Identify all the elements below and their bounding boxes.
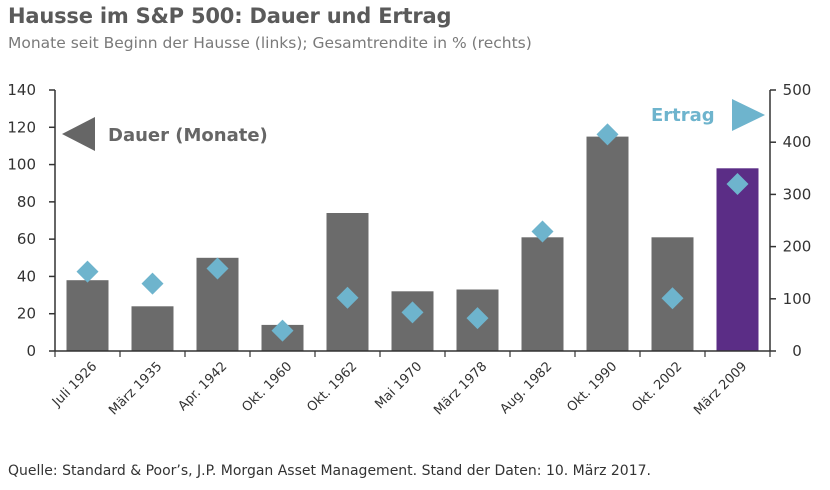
marker-1 <box>76 260 99 283</box>
marker-8 <box>531 220 554 243</box>
category-label-7: März 1978 <box>431 359 490 418</box>
category-label-2: März 1935 <box>106 359 165 418</box>
annotation-ertrag: Ertrag <box>651 105 715 126</box>
category-label-4: Okt. 1960 <box>239 359 295 415</box>
right-tick-label: 100 <box>783 290 812 308</box>
category-label-9: Okt. 1990 <box>564 359 620 415</box>
marker-6 <box>401 301 424 324</box>
ticks-layer: 0 20 40 60 80 100 120 140 0 100 200 300 400 500 <box>7 81 811 360</box>
left-arrow-icon <box>62 117 95 151</box>
bar-2 <box>131 306 174 351</box>
left-tick-label: 0 <box>26 342 36 360</box>
marker-11 <box>726 172 749 195</box>
bars-layer <box>66 136 759 351</box>
category-label-3: Apr. 1942 <box>175 359 230 414</box>
right-tick-label: 500 <box>783 81 812 99</box>
source-note: Quelle: Standard & Poor’s, J.P. Morgan A… <box>8 463 651 479</box>
marker-10 <box>661 287 684 310</box>
category-label-11: März 2009 <box>691 359 750 418</box>
bar-11 <box>716 168 759 351</box>
bar-5 <box>326 213 369 351</box>
left-tick-label: 140 <box>7 81 36 99</box>
left-tick-label: 80 <box>17 193 36 211</box>
marker-2 <box>141 272 164 295</box>
marker-5 <box>336 286 359 309</box>
bar-8 <box>521 237 564 351</box>
category-label-8: Aug. 1982 <box>498 359 556 417</box>
right-tick-label: 0 <box>792 342 802 360</box>
left-tick-label: 120 <box>7 118 36 136</box>
category-label-10: Okt. 2002 <box>629 359 685 415</box>
right-arrow-icon <box>732 99 765 131</box>
axes-layer <box>54 90 771 352</box>
bar-9 <box>586 136 629 351</box>
marker-9 <box>596 123 619 146</box>
category-labels: Juli 1926 März 1935 Apr. 1942 Okt. 1960 Okt.… <box>49 359 750 418</box>
right-tick-label: 400 <box>783 133 812 151</box>
annotations-layer: Dauer (Monate) Ertrag <box>62 99 765 151</box>
chart-area: 0 20 40 60 80 100 120 140 0 100 200 300 400 500 Juli … <box>7 81 811 418</box>
chart-subtitle: Monate seit Beginn der Hausse (links); G… <box>8 34 532 52</box>
left-tick-label: 40 <box>17 267 36 285</box>
markers-layer <box>76 123 749 342</box>
marker-7 <box>466 307 489 330</box>
marker-4 <box>271 319 294 342</box>
category-label-5: Okt. 1962 <box>304 359 360 415</box>
left-tick-label: 20 <box>17 305 36 323</box>
right-tick-label: 300 <box>783 185 812 203</box>
category-label-1: Juli 1926 <box>49 359 100 410</box>
left-tick-label: 60 <box>17 230 36 248</box>
right-tick-label: 200 <box>783 238 812 256</box>
left-tick-label: 100 <box>7 156 36 174</box>
annotation-dauer: Dauer (Monate) <box>108 125 268 146</box>
bar-1 <box>66 280 109 351</box>
chart-title: Hausse im S&P 500: Dauer und Ertrag <box>8 4 452 28</box>
category-label-6: Mai 1970 <box>372 359 425 412</box>
marker-3 <box>206 257 229 280</box>
